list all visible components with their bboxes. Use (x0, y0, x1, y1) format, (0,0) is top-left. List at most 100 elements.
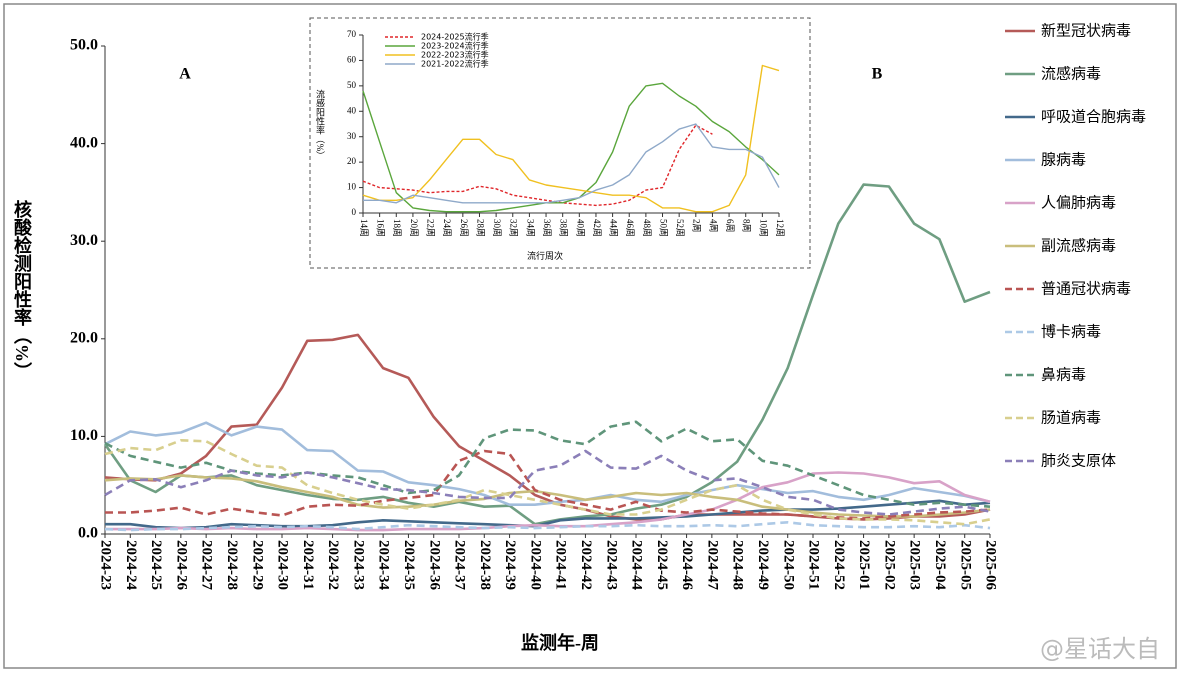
x-tick-label: 50周 (658, 219, 668, 237)
legend-label: 副流感病毒 (1041, 237, 1116, 255)
y-tick-label: 70 (347, 29, 357, 39)
x-tick-label: 2025-02 (881, 540, 897, 590)
x-tick-label: 42周 (592, 219, 602, 237)
x-tick-label: 2025-03 (907, 540, 923, 590)
x-tick-label: 2024-28 (224, 540, 240, 590)
x-tick-label: 2024-35 (401, 540, 417, 590)
x-tick-label: 2024-44 (629, 540, 645, 590)
y-tick-label: 40.0 (70, 134, 98, 151)
y-tick-label: 20.0 (70, 329, 98, 346)
legend-label: 新型冠状病毒 (1041, 22, 1131, 40)
x-tick-label: 2024-23 (98, 540, 114, 590)
series-line (103, 183, 991, 526)
y-axis-label: 流感阳性率（%） (315, 89, 325, 161)
x-tick-label: 44周 (609, 219, 619, 237)
series-line (104, 474, 991, 518)
x-tick-label: 2024-30 (275, 540, 291, 590)
x-tick-label: 38周 (559, 219, 569, 237)
x-tick-label: 46周 (625, 219, 635, 237)
series-line (104, 439, 991, 526)
legend-label: 呼吸道合胞病毒 (1041, 108, 1146, 126)
y-tick-label: 60 (347, 54, 357, 64)
x-tick-label: 2025-01 (856, 540, 872, 590)
x-tick-label: 2024-38 (477, 540, 493, 590)
frame (3, 3, 1177, 669)
legend-label: 流感病毒 (1041, 65, 1101, 83)
y-axis-label: 核酸检测阳性率（%） (12, 199, 32, 380)
y-tick-label: 20 (347, 156, 357, 166)
x-tick-label: 22周 (425, 219, 435, 237)
x-tick-label: 2025-04 (932, 540, 948, 590)
series-line (105, 499, 991, 530)
x-tick-label: 2024-33 (350, 540, 366, 590)
x-tick-label: 2周 (692, 219, 702, 233)
x-tick-label: 6周 (725, 219, 735, 233)
legend-label: 2024-2025流行季 (421, 32, 489, 42)
y-tick-label: 40 (347, 105, 357, 115)
x-tick-label: 18周 (392, 219, 402, 237)
series-line (362, 64, 780, 213)
x-tick-label: 24周 (442, 219, 452, 237)
x-tick-label: 2025-05 (957, 540, 973, 590)
x-tick-label: 48周 (642, 219, 652, 237)
x-tick-label: 2024-43 (603, 540, 619, 590)
y-tick-label: 0 (352, 207, 357, 217)
y-tick-label: 50.0 (70, 37, 98, 54)
series-line (362, 82, 780, 213)
legend-label: 2022-2023流行季 (421, 50, 489, 60)
x-tick-label: 32周 (509, 219, 519, 237)
x-tick-label: 52周 (675, 219, 685, 237)
x-tick-label: 36周 (542, 219, 552, 237)
x-tick-label: 2024-42 (578, 540, 594, 590)
x-tick-label: 2024-49 (755, 540, 771, 590)
x-tick-label: 2024-39 (502, 540, 518, 590)
x-tick-label: 2024-40 (527, 540, 543, 590)
x-tick-label: 14周 (359, 219, 369, 237)
x-tick-label: 2024-27 (199, 540, 215, 590)
x-tick-label: 2024-31 (300, 540, 316, 590)
x-tick-label: 40周 (575, 219, 585, 237)
annotation: A (179, 66, 191, 83)
x-tick-label: 2024-24 (123, 540, 139, 590)
y-tick-label: 10.0 (70, 427, 98, 444)
x-tick-label: 2024-45 (654, 540, 670, 590)
x-tick-label: 28周 (475, 219, 485, 237)
x-tick-label: 2024-48 (730, 540, 746, 590)
legend-label: 肠道病毒 (1041, 409, 1101, 427)
x-tick-label: 10周 (758, 219, 768, 237)
x-tick-label: 34周 (525, 219, 535, 237)
y-tick-label: 30.0 (70, 232, 98, 249)
legend-label: 博卡病毒 (1041, 323, 1101, 341)
x-tick-label: 8周 (742, 219, 752, 233)
x-tick-label: 2025-06 (983, 540, 999, 590)
x-tick-label: 20周 (409, 219, 419, 237)
y-tick-label: 0.0 (78, 525, 98, 542)
y-tick-label: 50 (347, 80, 357, 90)
annotation: B (872, 66, 883, 83)
series-line (104, 421, 991, 506)
legend-label: 普通冠状病毒 (1041, 280, 1131, 298)
x-tick-label: 16周 (376, 219, 386, 237)
legend-label: 腺病毒 (1041, 151, 1086, 169)
legend-label: 鼻病毒 (1041, 366, 1086, 384)
legend-label: 2023-2024流行季 (421, 41, 489, 51)
x-tick-label: 2024-51 (806, 540, 822, 590)
x-tick-label: 2024-25 (148, 540, 164, 590)
legend-label: 2021-2022流行季 (421, 59, 489, 69)
x-tick-label: 2024-32 (325, 540, 341, 590)
series-line (104, 521, 991, 532)
x-tick-label: 2024-46 (679, 540, 695, 590)
series-line (105, 471, 991, 532)
x-tick-label: 30周 (492, 219, 502, 237)
x-tick-label: 2024-34 (376, 540, 392, 590)
legend-label: 人偏肺病毒 (1041, 194, 1116, 212)
y-tick-label: 10 (347, 182, 357, 192)
series-line (104, 449, 991, 516)
legend-label: 肺炎支原体 (1041, 452, 1116, 470)
x-tick-label: 2024-29 (249, 540, 265, 590)
x-tick-label: 2024-26 (173, 540, 189, 590)
x-tick-label: 2024-47 (704, 540, 720, 590)
x-tick-label: 12周 (775, 219, 785, 237)
inset-frame (309, 17, 811, 269)
